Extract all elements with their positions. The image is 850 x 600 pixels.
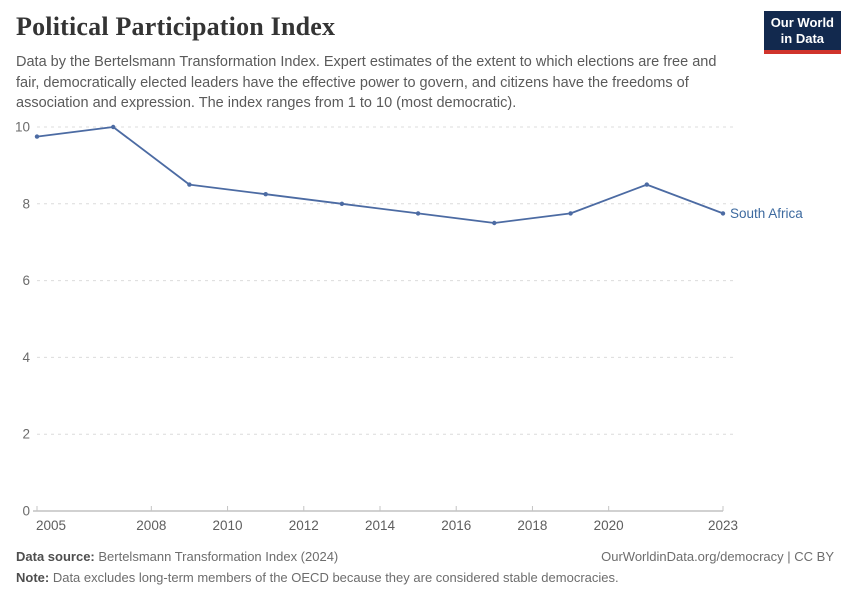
y-tick-label: 10	[15, 120, 30, 135]
data-point[interactable]	[111, 124, 116, 130]
footer-note-label: Note:	[16, 569, 50, 585]
owid-logo-line1: Our World	[770, 15, 834, 30]
owid-logo[interactable]: Our World in Data	[763, 11, 841, 54]
subtitle-line: Data by the Bertelsmann Transformation I…	[16, 54, 717, 70]
footer-note: Note: Data excludes long-term members of…	[16, 569, 619, 585]
data-point[interactable]	[568, 211, 573, 216]
data-point[interactable]	[720, 211, 726, 216]
data-point[interactable]	[187, 182, 192, 187]
series-label[interactable]: South Africa	[730, 206, 803, 221]
data-point[interactable]	[492, 220, 497, 226]
y-tick-label: 0	[22, 504, 30, 519]
subtitle-line: fair, democratically elected leaders hav…	[16, 74, 689, 91]
x-tick-label: 2005	[36, 518, 66, 533]
x-tick-label: 2016	[441, 518, 471, 533]
x-tick-label: 2014	[365, 518, 396, 533]
chart-title: Political Participation Index	[16, 12, 336, 41]
x-tick-label: 2008	[136, 518, 166, 533]
x-tick-label: 2010	[213, 518, 243, 533]
x-tick-label: 2023	[708, 518, 738, 533]
owid-license-link[interactable]: OurWorldinData.org/democracy | CC BY	[601, 549, 834, 564]
data-point[interactable]	[339, 201, 345, 206]
data-source-label: Data source:	[16, 549, 95, 564]
y-tick-label: 4	[22, 350, 30, 365]
x-tick-label: 2018	[517, 518, 547, 533]
subtitle-line: association and expression. The index ra…	[16, 95, 517, 112]
data-point[interactable]	[34, 134, 40, 139]
data-point[interactable]	[415, 211, 421, 216]
y-tick-label: 6	[22, 273, 30, 288]
data-point[interactable]	[263, 192, 268, 197]
x-tick-label: 2020	[594, 518, 624, 533]
chart-subtitle: Data by the Bertelsmann Transformation I…	[16, 52, 716, 114]
data-source-text: Data source: Bertelsmann Transformation …	[16, 549, 339, 564]
x-tick-label: 2012	[289, 518, 319, 533]
y-tick-label: 2	[22, 427, 30, 442]
owid-logo-line2: in Data	[780, 30, 825, 46]
data-point[interactable]	[644, 182, 649, 187]
y-tick-label: 8	[22, 196, 30, 211]
chart-footer: Data source: Bertelsmann Transformation …	[16, 547, 834, 589]
data-line	[36, 126, 724, 224]
